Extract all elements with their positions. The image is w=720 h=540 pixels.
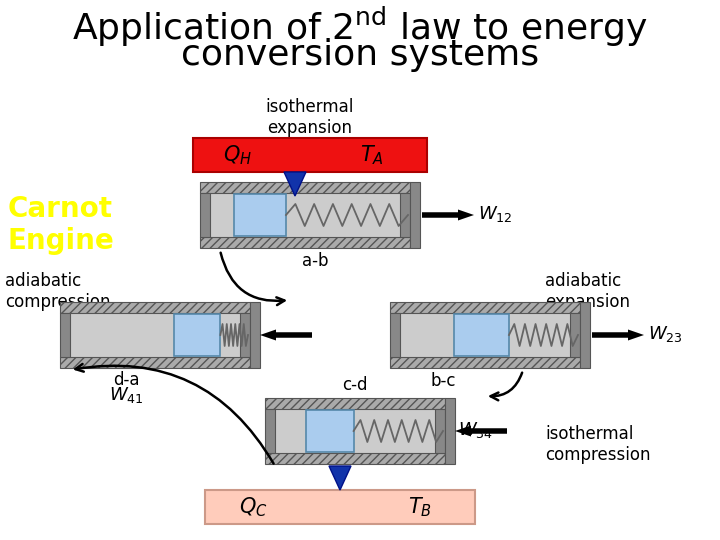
Text: adiabatic
expansion: adiabatic expansion [545,272,630,311]
Bar [200,237,410,248]
Bar [390,313,400,357]
Bar [200,193,210,237]
Text: $Q_C$: $Q_C$ [239,495,267,519]
Bar [400,313,580,357]
Bar [390,357,580,368]
Text: $T_A$: $T_A$ [360,143,384,167]
Polygon shape [329,466,351,490]
Text: isothermal
compression: isothermal compression [545,425,650,464]
Bar [400,193,410,237]
FancyArrow shape [592,329,644,341]
Text: isothermal
expansion: isothermal expansion [266,98,354,137]
Text: $W_{12}$: $W_{12}$ [478,204,513,224]
Bar [435,409,445,453]
Text: conversion systems: conversion systems [181,38,539,72]
Bar [390,302,580,313]
FancyArrow shape [260,329,312,341]
Bar [60,357,250,368]
Bar [70,313,250,357]
Bar [570,313,580,357]
Bar [265,453,445,464]
Polygon shape [284,172,306,196]
Bar [305,410,354,452]
Text: b-c: b-c [430,372,456,390]
FancyArrow shape [455,426,507,436]
Bar [60,313,70,357]
Text: Application of 2$^{\rm nd}$ law to energy: Application of 2$^{\rm nd}$ law to energ… [72,5,648,49]
Text: $T_B$: $T_B$ [408,495,432,519]
Text: $W_{34}$: $W_{34}$ [458,420,493,440]
Bar [445,398,455,464]
Bar [210,193,410,237]
Bar [265,398,445,409]
FancyArrow shape [422,210,474,220]
Bar [454,314,509,356]
Bar [234,194,286,236]
Bar [275,409,445,453]
Bar [193,138,427,172]
Bar [200,182,410,193]
Bar [265,409,275,453]
Bar [580,302,590,368]
Text: d-a: d-a [113,371,140,389]
Text: $W_{41}$: $W_{41}$ [109,385,144,405]
Bar [240,313,250,357]
Text: c-d: c-d [342,376,368,394]
Text: a-b: a-b [302,252,329,270]
Bar [60,302,250,313]
Text: Carnot
Engine: Carnot Engine [8,195,114,255]
Text: $W_{23}$: $W_{23}$ [648,324,683,344]
Text: $Q_H$: $Q_H$ [223,143,253,167]
Bar [205,490,475,524]
Bar [410,182,420,248]
Bar [174,314,220,356]
Text: adiabatic
compression: adiabatic compression [5,272,110,311]
Bar [250,302,260,368]
